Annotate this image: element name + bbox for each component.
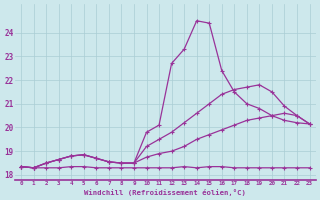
X-axis label: Windchill (Refroidissement éolien,°C): Windchill (Refroidissement éolien,°C) [84, 189, 246, 196]
